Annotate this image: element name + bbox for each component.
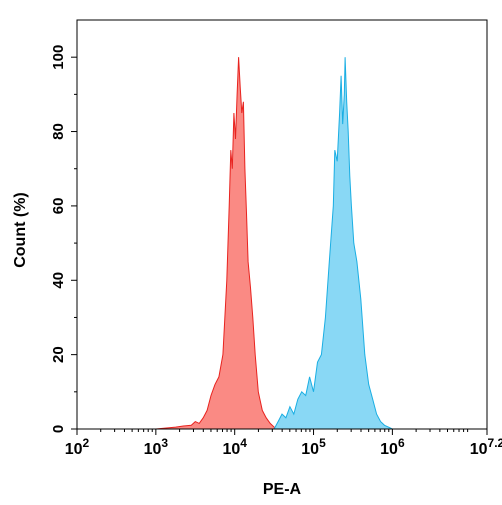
x-tick-label: 106 bbox=[380, 436, 405, 458]
x-tick-label: 102 bbox=[65, 436, 90, 458]
y-axis-title: Count (%) bbox=[12, 192, 29, 268]
histogram-fill-series-1 bbox=[155, 57, 279, 429]
x-axis-title: PE-A bbox=[263, 481, 302, 498]
y-tick-label: 40 bbox=[50, 272, 67, 289]
histogram-line-series-1 bbox=[155, 57, 279, 430]
y-tick-label: 0 bbox=[50, 425, 67, 433]
plot-area bbox=[155, 57, 393, 430]
plot-frame bbox=[76, 19, 488, 430]
x-tick-label: 107.2 bbox=[470, 436, 502, 458]
histogram-fill-series-2 bbox=[274, 57, 393, 429]
x-tick-label: 105 bbox=[301, 436, 326, 458]
x-tick-label: 103 bbox=[144, 436, 169, 458]
y-tick-label: 60 bbox=[50, 198, 67, 215]
y-tick-label: 100 bbox=[50, 45, 67, 70]
histogram-line-series-2 bbox=[273, 57, 393, 430]
axis-ticks: 102 103 104 105 106 107.2 0 20 40 60 80 100 bbox=[50, 45, 502, 458]
y-tick-label: 20 bbox=[50, 346, 67, 363]
y-tick-label: 80 bbox=[50, 123, 67, 140]
x-tick-label: 104 bbox=[222, 436, 247, 458]
